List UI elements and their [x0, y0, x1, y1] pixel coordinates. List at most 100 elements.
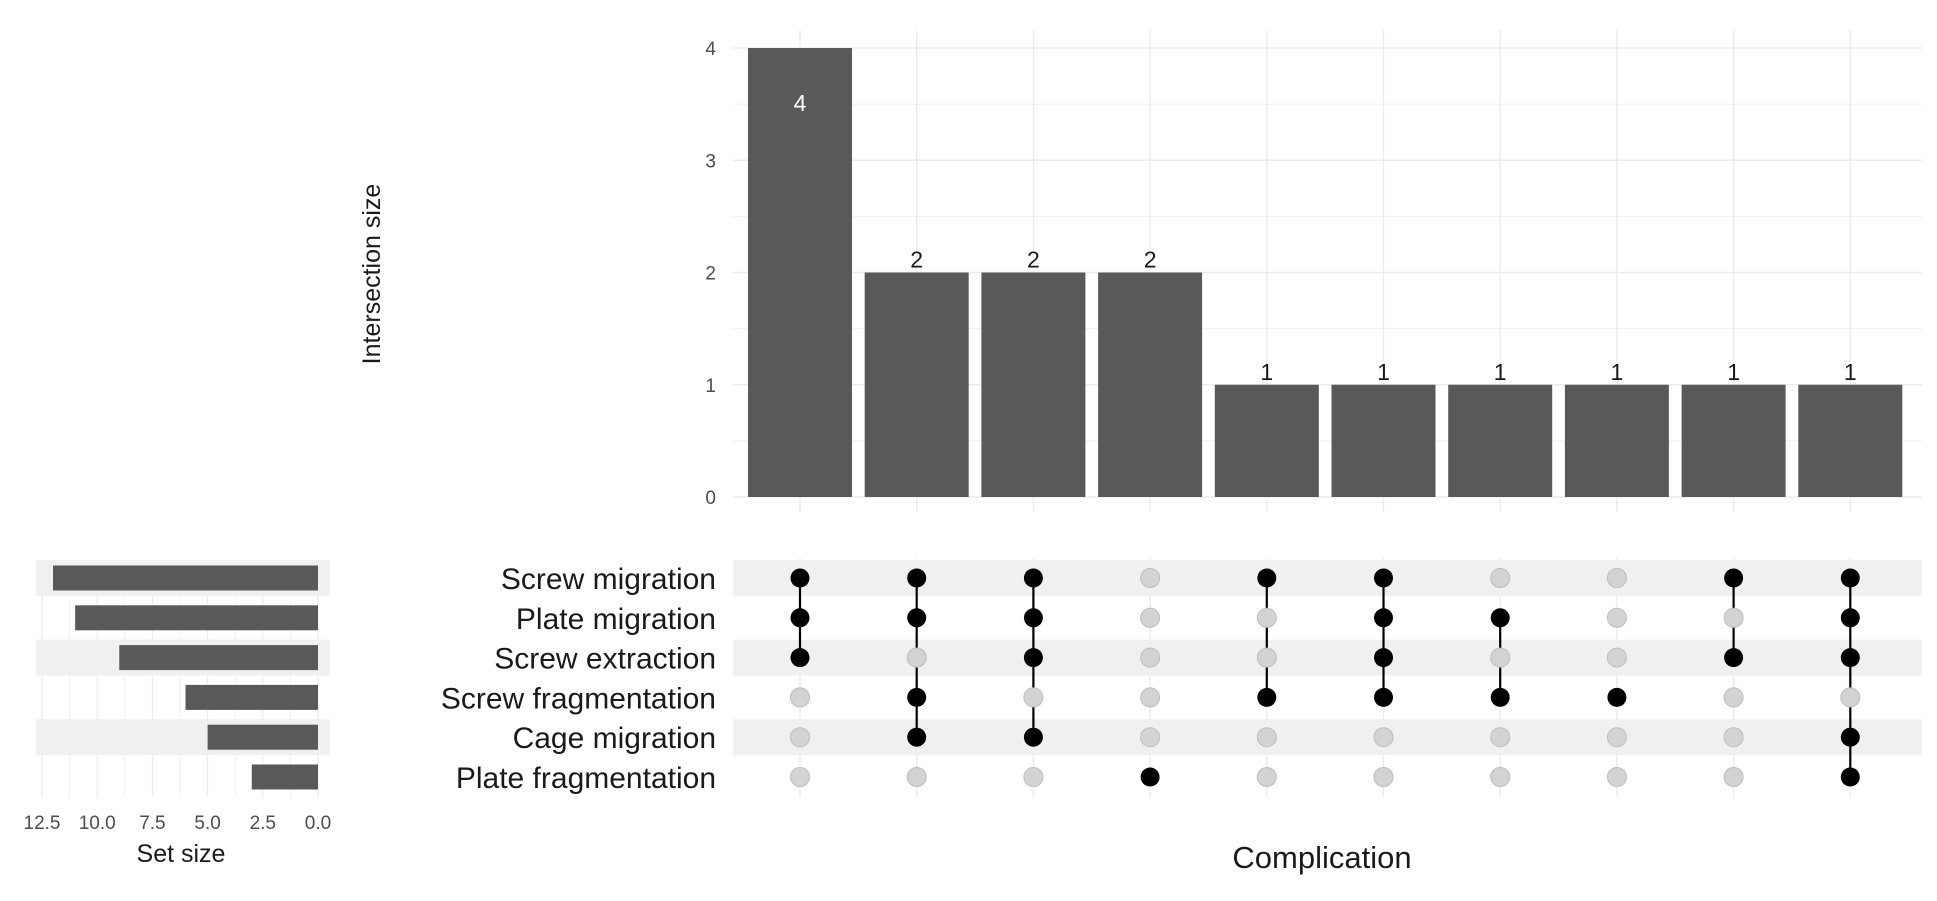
matrix-dot-active — [1490, 687, 1510, 707]
matrix-dot-active — [1724, 648, 1744, 668]
set-label: Screw extraction — [494, 643, 716, 676]
matrix-dot-active — [1374, 687, 1393, 707]
matrix-dot-active — [790, 648, 810, 668]
matrix-dot-inactive — [1606, 727, 1627, 748]
matrix-dot-active — [790, 568, 810, 588]
bar-value-label: 2 — [1027, 247, 1040, 273]
matrix-dot-active — [1490, 608, 1510, 628]
set-size-bar — [251, 764, 318, 790]
set-size-bar — [75, 605, 319, 631]
matrix-dot-active — [1840, 767, 1860, 787]
matrix-dot-inactive — [1256, 727, 1277, 748]
matrix-dot-active — [907, 727, 927, 747]
matrix-dot-inactive — [1723, 607, 1744, 628]
y-tick-label: 0 — [705, 488, 716, 509]
y-tick-label: 2 — [705, 264, 716, 285]
bar-value-label: 1 — [1844, 359, 1857, 385]
intersection-bar — [1681, 384, 1786, 497]
matrix-dot-inactive — [1023, 687, 1044, 708]
y-tick-label: 1 — [705, 376, 716, 397]
intersection-bar — [1564, 384, 1669, 497]
set-size-tick-label: 5.0 — [194, 813, 220, 834]
bar-value-label: 1 — [1494, 359, 1507, 385]
matrix-dot-inactive — [1373, 767, 1394, 787]
set-size-bar — [185, 684, 318, 710]
matrix-dot-active — [907, 608, 927, 628]
matrix-dot-inactive — [906, 647, 927, 668]
chart-text: Intersection size Complication Set size … — [24, 39, 1857, 875]
matrix-dot-inactive — [1140, 687, 1161, 708]
matrix-row-stripe — [733, 560, 1922, 596]
set-size-tick-label: 7.5 — [139, 813, 165, 834]
matrix-dot-active — [1023, 608, 1043, 628]
complication-axis-title: Complication — [1232, 840, 1411, 875]
matrix-dot-inactive — [1606, 767, 1627, 787]
matrix-dot-active — [1023, 648, 1043, 668]
intersection-bar — [748, 48, 852, 497]
intersection-bar — [1798, 384, 1903, 497]
bar-value-label: 2 — [1144, 247, 1157, 273]
matrix-dot-active — [1374, 608, 1393, 628]
matrix-dot-inactive — [1256, 647, 1277, 668]
matrix-dot-inactive — [1023, 767, 1044, 787]
matrix-dot-inactive — [1140, 607, 1161, 628]
set-size-bars — [53, 565, 319, 790]
matrix-dot-inactive — [1140, 647, 1161, 668]
bar-value-label: 1 — [1377, 359, 1390, 385]
matrix-dot-inactive — [1723, 767, 1744, 787]
intersection-bar — [981, 272, 1086, 497]
matrix-dot-inactive — [1490, 767, 1511, 787]
matrix-dot-inactive — [1140, 727, 1161, 748]
matrix-dot-active — [1374, 568, 1393, 588]
matrix-dot-active — [1140, 767, 1160, 787]
matrix-dot-inactive — [1840, 687, 1861, 708]
set-size-tick-label: 10.0 — [79, 813, 116, 834]
matrix-dot-active — [907, 568, 927, 588]
bar-value-label: 2 — [910, 247, 923, 273]
matrix-dot-inactive — [790, 767, 810, 787]
y-tick-label: 3 — [705, 151, 716, 172]
set-label: Screw migration — [501, 563, 716, 596]
y-tick-label: 4 — [705, 39, 716, 60]
bar-value-label: 1 — [1727, 359, 1740, 385]
matrix-dot-inactive — [1606, 647, 1627, 668]
matrix-stripes — [36, 560, 1922, 756]
matrix-dot-active — [1023, 568, 1043, 588]
bar-value-label: 1 — [1611, 359, 1624, 385]
matrix-dot-inactive — [1256, 767, 1277, 787]
intersection-bar — [1214, 384, 1319, 497]
intersection-bar — [1331, 384, 1436, 497]
matrix-dot-active — [1257, 687, 1277, 707]
matrix-dot-inactive — [1606, 607, 1627, 628]
matrix-dot-inactive — [1723, 687, 1744, 708]
set-size-tick-label: 0.0 — [305, 813, 331, 834]
matrix-dot-inactive — [1256, 607, 1277, 628]
bar-value-label: 1 — [1260, 359, 1273, 385]
matrix-dot-active — [1023, 727, 1043, 747]
bar-value-label: 4 — [794, 90, 807, 116]
matrix-dot-inactive — [1373, 727, 1394, 748]
matrix-dot-inactive — [1723, 727, 1744, 748]
matrix-dot-active — [1840, 648, 1860, 668]
matrix-dot-inactive — [1490, 727, 1511, 748]
matrix-row-stripe — [733, 639, 1922, 676]
set-size-bar — [119, 645, 318, 671]
matrix-dot-inactive — [1606, 568, 1627, 588]
matrix-dot-inactive — [1490, 568, 1511, 588]
matrix-dot-inactive — [790, 687, 810, 708]
set-size-tick-label: 2.5 — [250, 813, 276, 834]
matrix-dot-active — [1257, 568, 1277, 588]
set-size-axis-title: Set size — [137, 840, 226, 868]
set-label: Screw fragmentation — [441, 682, 716, 715]
matrix-dot-inactive — [790, 727, 810, 748]
set-label: Cage migration — [513, 722, 716, 755]
matrix-dot-active — [1607, 687, 1627, 707]
matrix-dot-active — [1724, 568, 1744, 588]
matrix-dot-active — [790, 608, 810, 628]
intersection-bar — [1448, 384, 1553, 497]
set-label: Plate migration — [516, 603, 716, 636]
set-size-bar — [53, 565, 318, 591]
intersection-bars — [748, 48, 1903, 497]
set-label: Plate fragmentation — [456, 762, 716, 795]
